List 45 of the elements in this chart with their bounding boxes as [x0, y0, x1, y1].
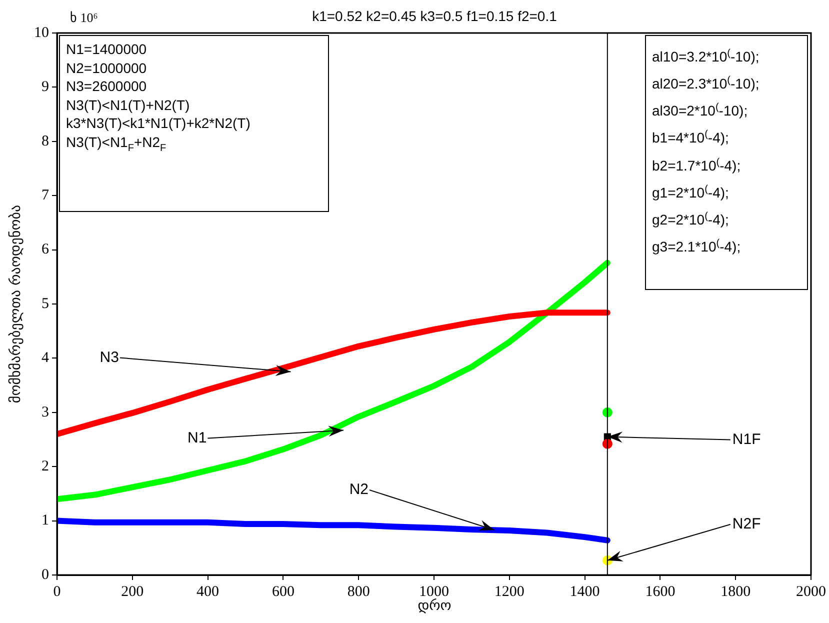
annotation: N2 — [349, 481, 369, 498]
annotation: g1=2*10$^{(}$-4); — [652, 182, 730, 202]
annotation: g2=2*10$^{(}$-4); — [652, 210, 730, 230]
x-tick-label: 200 — [121, 584, 144, 600]
y-tick-label: 7 — [42, 188, 50, 204]
x-tick-label: 1800 — [720, 584, 751, 600]
annotation: b1=4*10$^{(}$-4); — [652, 128, 730, 148]
y-tick-label: 10 — [34, 24, 49, 41]
x-tick-label: 1400 — [570, 584, 600, 600]
x-tick-label: 0 — [53, 584, 61, 600]
annotation: N2=1000000 — [66, 58, 148, 77]
annotation: b2=1.7*10$^{(}$-4); — [652, 156, 742, 176]
annotation: N3(T)<N1(T)+N2(T) — [66, 96, 191, 114]
annotation: N3=2600000 — [66, 77, 148, 96]
y-tick-label: 1 — [42, 512, 49, 529]
text: ხ 10⁶ — [70, 10, 98, 26]
x-tick-label: 1200 — [494, 584, 524, 600]
annotation: N1 — [188, 429, 207, 446]
x-tick-label: 1000 — [419, 584, 449, 600]
x-tick-label: 1600 — [645, 584, 676, 600]
x-tick-label: 600 — [272, 584, 294, 600]
annotation: N2F — [732, 516, 761, 533]
chart-title: k1=0.52 k2=0.45 k3=0.5 f1=0.15 f2=0.1 — [312, 8, 557, 24]
y-tick-label: 4 — [42, 350, 50, 366]
annotation: N1F — [732, 430, 761, 448]
y-tick-label: 8 — [42, 133, 49, 150]
annotation: al20=2.3*10$^{(}$-10); — [652, 74, 760, 94]
y-axis-title: მომხმარებელთა რაოდენობა — [8, 204, 24, 404]
y-tick-label: 6 — [42, 242, 50, 258]
annotation: N1=1400000 — [66, 40, 148, 58]
y-tick-label: 3 — [42, 404, 49, 420]
x-tick-label: 800 — [347, 584, 370, 600]
annotation: al30=2*10$^{(}$-10); — [652, 101, 749, 121]
annotation: N3 — [100, 348, 119, 366]
x-tick-label: 400 — [196, 584, 220, 600]
y-tick-label: 9 — [42, 79, 49, 96]
annotation: al10=3.2*10$^{(}$-10); — [652, 47, 760, 67]
annotation: k3*N3(T)<k1*N1(T)+k2*N2(T) — [66, 114, 252, 132]
annotation: N3(T)<N1$_{F}$+N2$_{F}$ — [66, 132, 168, 156]
y-tick-label: 2 — [42, 458, 49, 475]
x-tick-label: 2000 — [796, 584, 826, 600]
y-tick-label: 0 — [42, 566, 49, 583]
y-tick-label: 5 — [42, 296, 49, 312]
x-axis-title: დრო — [416, 598, 452, 614]
annotation: g3=2.1*10$^{(}$-4); — [652, 237, 742, 257]
